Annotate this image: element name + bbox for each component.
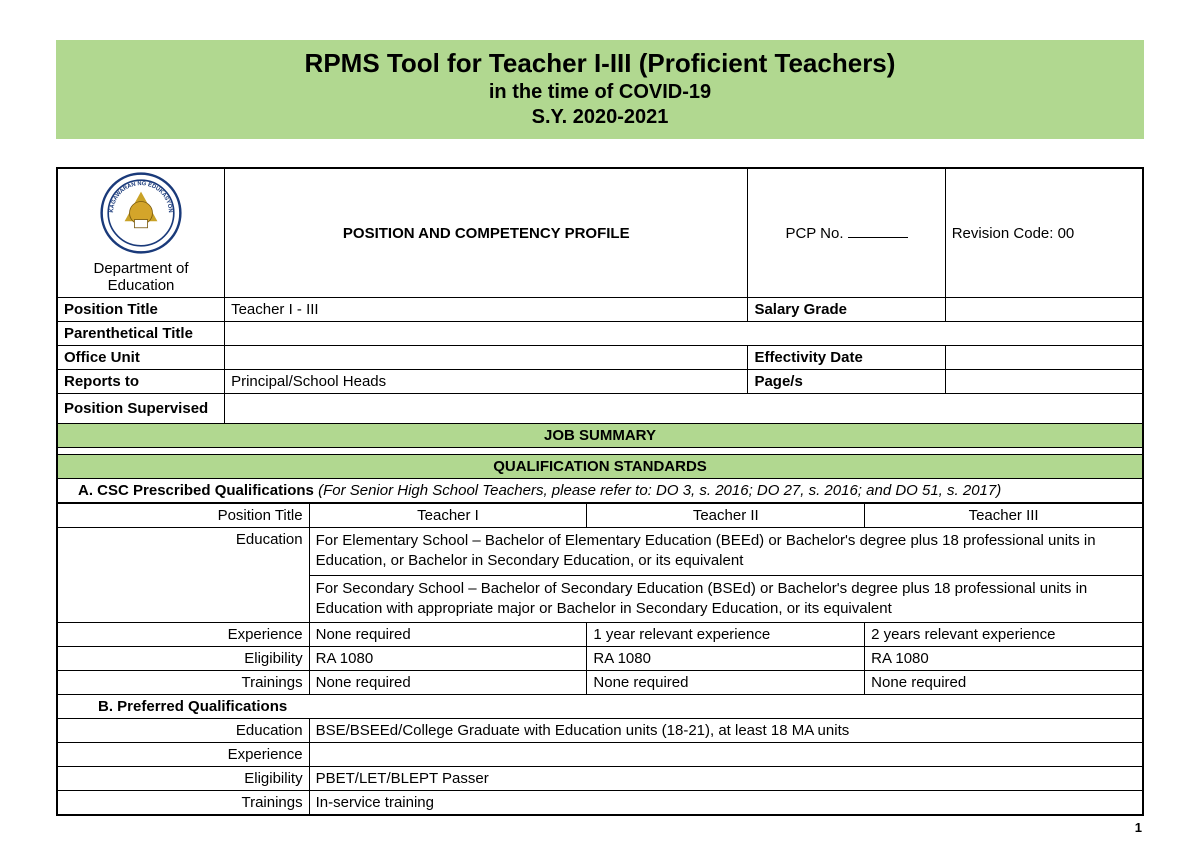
qual-education-label: Education [58, 528, 310, 623]
qual-education-line2: For Secondary School – Bachelor of Secon… [309, 575, 1142, 623]
effectivity-label: Effectivity Date [748, 346, 945, 370]
csc-heading-label: A. CSC Prescribed Qualifications [78, 482, 314, 499]
banner-subtitle-2: S.Y. 2020-2021 [56, 106, 1144, 129]
salary-grade-value [945, 298, 1142, 322]
qual-elig-t1: RA 1080 [309, 647, 587, 671]
pref-eligibility-value: PBET/LET/BLEPT Passer [309, 767, 1142, 791]
pcp-title: POSITION AND COMPETENCY PROFILE [225, 169, 748, 298]
parenthetical-label: Parenthetical Title [58, 322, 225, 346]
office-unit-value [225, 346, 748, 370]
job-summary-heading: JOB SUMMARY [58, 424, 1143, 448]
row-qual-standards-bar: QUALIFICATION STANDARDS [58, 455, 1143, 479]
pref-trainings-label: Trainings [58, 791, 310, 815]
qual-experience-label: Experience [58, 623, 310, 647]
qualification-table: Position Title Teacher I Teacher II Teac… [57, 503, 1143, 815]
position-title-label: Position Title [58, 298, 225, 322]
qual-elig-t2: RA 1080 [587, 647, 865, 671]
row-reports-to: Reports to Principal/School Heads Page/s [58, 370, 1143, 394]
qual-trainings-row: Trainings None required None required No… [58, 671, 1143, 695]
pref-experience-row: Experience [58, 743, 1143, 767]
parenthetical-value [225, 322, 1143, 346]
effectivity-value [945, 346, 1142, 370]
profile-table: KAGAWARAN NG EDUKASYON Department of Edu… [57, 168, 1143, 503]
row-parenthetical: Parenthetical Title [58, 322, 1143, 346]
qual-train-t1: None required [309, 671, 587, 695]
row-preferred-heading: B. Preferred Qualifications [58, 695, 1143, 719]
row-csc-heading: A. CSC Prescribed Qualifications (For Se… [58, 479, 1143, 503]
row-office-unit: Office Unit Effectivity Date [58, 346, 1143, 370]
header-row: KAGAWARAN NG EDUKASYON Department of Edu… [58, 169, 1143, 298]
pref-education-row: Education BSE/BSEEd/College Graduate wit… [58, 719, 1143, 743]
qual-exp-t3: 2 years relevant experience [865, 623, 1143, 647]
gap-row [58, 448, 1143, 455]
qual-eligibility-label: Eligibility [58, 647, 310, 671]
pref-education-value: BSE/BSEEd/College Graduate with Educatio… [309, 719, 1142, 743]
pref-eligibility-row: Eligibility PBET/LET/BLEPT Passer [58, 767, 1143, 791]
page-container: RPMS Tool for Teacher I-III (Proficient … [0, 0, 1200, 855]
office-unit-label: Office Unit [58, 346, 225, 370]
position-title-value: Teacher I - III [225, 298, 748, 322]
qual-eligibility-row: Eligibility RA 1080 RA 1080 RA 1080 [58, 647, 1143, 671]
pages-value [945, 370, 1142, 394]
row-position-supervised: Position Supervised [58, 394, 1143, 424]
row-job-summary-bar: JOB SUMMARY [58, 424, 1143, 448]
pcp-no-label: PCP No. [785, 225, 843, 242]
qual-standards-heading: QUALIFICATION STANDARDS [58, 455, 1143, 479]
pref-eligibility-label: Eligibility [58, 767, 310, 791]
qual-col-teacher3: Teacher III [865, 504, 1143, 528]
csc-heading-cell: A. CSC Prescribed Qualifications (For Se… [58, 479, 1143, 503]
qual-position-title-label: Position Title [58, 504, 310, 528]
profile-block: KAGAWARAN NG EDUKASYON Department of Edu… [56, 167, 1144, 816]
pcp-no-blank [848, 224, 908, 238]
salary-grade-label: Salary Grade [748, 298, 945, 322]
qual-train-t3: None required [865, 671, 1143, 695]
logo-cell: KAGAWARAN NG EDUKASYON Department of Edu… [58, 169, 225, 298]
qual-exp-t2: 1 year relevant experience [587, 623, 865, 647]
pref-experience-value [309, 743, 1142, 767]
logo-caption: Department of Education [64, 260, 218, 294]
qual-col-teacher2: Teacher II [587, 504, 865, 528]
banner: RPMS Tool for Teacher I-III (Proficient … [56, 40, 1144, 139]
gap-cell [58, 448, 1143, 455]
pref-trainings-value: In-service training [309, 791, 1142, 815]
pref-trainings-row: Trainings In-service training [58, 791, 1143, 815]
qual-experience-row: Experience None required 1 year relevant… [58, 623, 1143, 647]
preferred-heading: B. Preferred Qualifications [58, 695, 1143, 719]
deped-seal-icon: KAGAWARAN NG EDUKASYON [100, 172, 182, 254]
reports-to-value: Principal/School Heads [225, 370, 748, 394]
qual-header-row: Position Title Teacher I Teacher II Teac… [58, 504, 1143, 528]
pref-experience-label: Experience [58, 743, 310, 767]
position-supervised-label: Position Supervised [58, 394, 225, 424]
position-supervised-value [225, 394, 1143, 424]
reports-to-label: Reports to [58, 370, 225, 394]
banner-subtitle-1: in the time of COVID-19 [56, 81, 1144, 104]
qual-trainings-label: Trainings [58, 671, 310, 695]
pref-education-label: Education [58, 719, 310, 743]
banner-title: RPMS Tool for Teacher I-III (Proficient … [56, 48, 1144, 79]
pages-label: Page/s [748, 370, 945, 394]
qual-education-row: Education For Elementary School – Bachel… [58, 528, 1143, 576]
qual-train-t2: None required [587, 671, 865, 695]
pcp-no-cell: PCP No. [748, 169, 945, 298]
page-number: 1 [56, 816, 1144, 835]
row-position-title: Position Title Teacher I - III Salary Gr… [58, 298, 1143, 322]
qual-col-teacher1: Teacher I [309, 504, 587, 528]
csc-heading-note: (For Senior High School Teachers, please… [314, 482, 1001, 499]
revision-code-cell: Revision Code: 00 [945, 169, 1142, 298]
qual-education-line1: For Elementary School – Bachelor of Elem… [309, 528, 1142, 576]
qual-exp-t1: None required [309, 623, 587, 647]
qual-elig-t3: RA 1080 [865, 647, 1143, 671]
